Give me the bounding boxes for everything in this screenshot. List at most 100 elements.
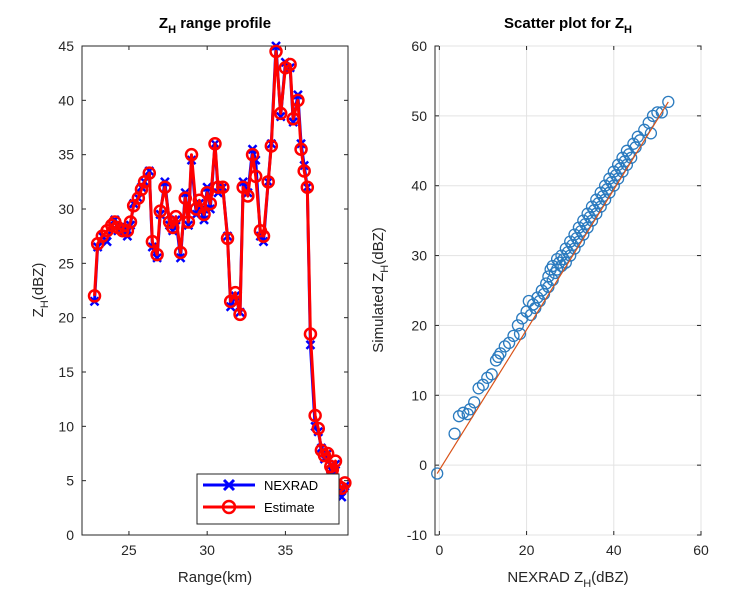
estimate-point <box>233 307 247 322</box>
scatter-point <box>607 165 620 178</box>
scatter-point <box>625 151 638 164</box>
estimate-point <box>228 285 243 300</box>
scatter-point <box>526 298 540 311</box>
estimate-point <box>123 215 138 229</box>
estimate-point <box>150 247 164 262</box>
y-tick-label: 10 <box>411 387 427 403</box>
range-profile-panel: 0 5 10 15 20 25 30 35 40 45 25 30 35 ZH range profil… <box>30 15 352 586</box>
scatter-ylabel: Simulated ZH(dBZ) <box>370 227 391 353</box>
scatter-point <box>590 193 603 206</box>
scatter-panel: -10 0 10 20 30 40 50 60 0 20 40 60 Scatter plot for… <box>370 15 709 590</box>
legend-box <box>196 473 340 525</box>
y-tick-label: 50 <box>411 108 427 124</box>
x-tick-label: 30 <box>199 542 215 558</box>
scatter-point <box>548 266 562 280</box>
scatter-point <box>531 291 544 304</box>
estimate-point <box>286 112 300 126</box>
scatter-point <box>633 134 647 147</box>
estimate-point <box>245 147 260 162</box>
scatter-point <box>511 319 525 332</box>
estimate-point <box>87 289 102 303</box>
estimate-point <box>220 231 235 246</box>
scatter-point <box>550 252 564 266</box>
estimate-point <box>311 421 326 436</box>
estimate-point <box>104 218 119 233</box>
scatter-title: Scatter plot for ZH <box>504 15 632 36</box>
y-tick-label: 40 <box>411 178 427 194</box>
x-tick-label: 20 <box>519 542 535 558</box>
x-tick-label: 0 <box>435 542 443 558</box>
scatter-point <box>655 106 668 119</box>
estimate-point <box>173 245 188 260</box>
estimate-point <box>169 209 183 224</box>
estimate-point <box>145 234 160 249</box>
estimate-point <box>273 106 288 121</box>
y-tick-label: 20 <box>411 317 427 333</box>
scatter-point <box>646 109 660 123</box>
estimate-point <box>153 204 167 218</box>
estimate-point <box>142 166 157 180</box>
estimate-point <box>256 229 271 243</box>
scatter-point <box>594 186 607 199</box>
scatter-point <box>627 137 640 150</box>
scatter-point <box>542 270 555 283</box>
x-tick-label: 60 <box>693 542 709 558</box>
scatter-point <box>616 151 629 164</box>
scatter-point <box>507 329 520 343</box>
estimate-point <box>158 180 172 195</box>
estimate-point <box>184 147 199 162</box>
estimate-point <box>197 207 211 222</box>
legend-nexrad-label: NEXRAD <box>264 478 318 493</box>
scatter-point <box>481 371 494 384</box>
scatter-point <box>662 95 675 109</box>
scatter-axes-box <box>434 45 702 536</box>
estimate-point <box>320 446 335 461</box>
estimate-point <box>303 327 318 341</box>
scatter-point <box>622 148 636 161</box>
y-tick-label: 25 <box>58 255 74 271</box>
scatter-point <box>463 403 477 416</box>
scatter-point <box>485 368 498 381</box>
scatter-point <box>489 354 503 367</box>
legend-estimate-marker <box>221 499 237 515</box>
estimate-point <box>291 93 305 108</box>
x-tick-label: 35 <box>278 542 294 558</box>
scatter-point <box>585 200 599 213</box>
scatter-point <box>564 235 577 248</box>
y-tick-label: 30 <box>411 248 427 264</box>
scatter-point <box>502 336 516 350</box>
estimate-point <box>216 180 230 195</box>
scatter-point <box>603 172 616 185</box>
scatter-point <box>472 382 485 395</box>
fit-line <box>436 101 669 474</box>
y-tick-label: 0 <box>419 457 427 473</box>
x-tick-label: 25 <box>121 542 137 558</box>
scatter-point <box>631 130 644 143</box>
legend-nexrad-marker <box>222 478 236 492</box>
estimate-point <box>241 189 255 203</box>
scatter-point <box>651 106 664 119</box>
estimate-point <box>115 223 130 238</box>
range-profile-xlabel: Range(km) <box>178 569 252 586</box>
scatter-point <box>568 228 581 241</box>
estimate-point <box>294 142 308 156</box>
y-tick-label: 40 <box>58 92 74 108</box>
estimate-point <box>178 191 193 205</box>
estimate-point <box>269 44 283 59</box>
y-tick-label: 45 <box>58 38 74 54</box>
scatter-point <box>559 242 572 255</box>
estimate-point <box>300 180 315 195</box>
scatter-point <box>494 347 507 360</box>
scatter-point <box>581 207 594 220</box>
scatter-point <box>553 256 566 269</box>
scatter-point <box>644 127 658 140</box>
y-tick-label: 0 <box>66 527 74 543</box>
estimate-point <box>208 137 222 151</box>
scatter-point <box>546 259 559 273</box>
x-tick-label: 40 <box>606 542 622 558</box>
y-tick-label: 15 <box>58 364 74 380</box>
range-profile-ylabel: ZH(dBZ) <box>30 263 51 318</box>
scatter-point <box>638 123 651 136</box>
